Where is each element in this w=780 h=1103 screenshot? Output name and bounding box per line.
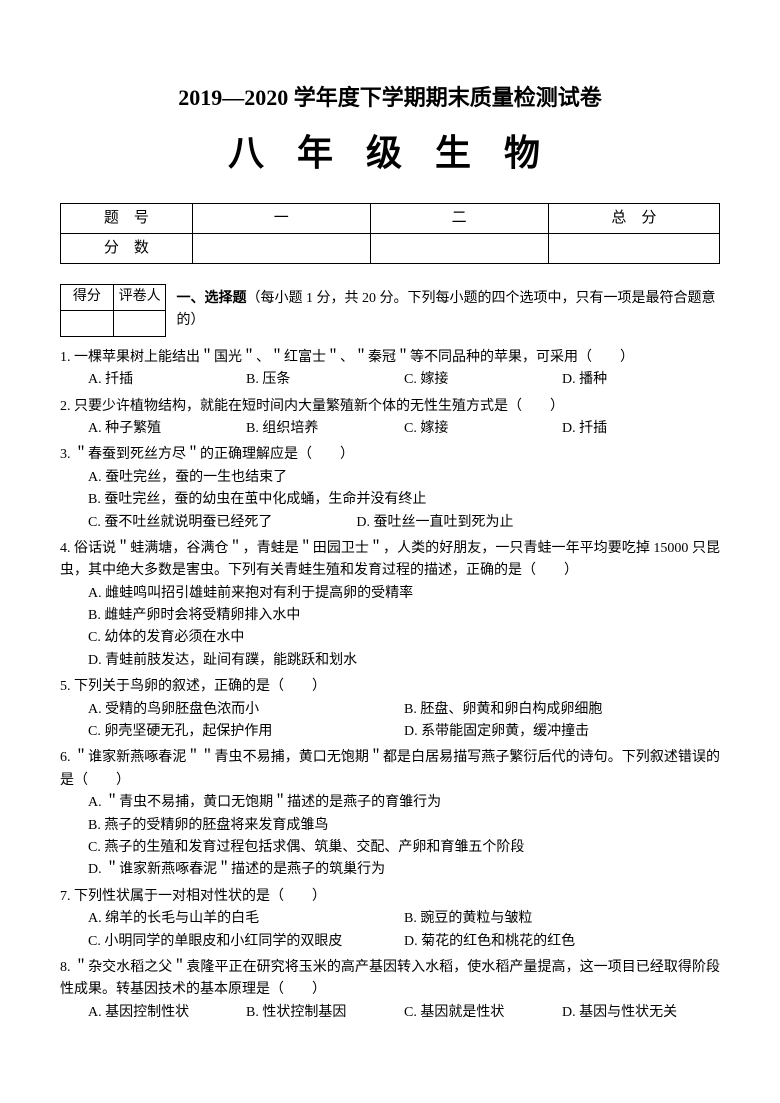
options: A. 绵羊的长毛与山羊的白毛B. 豌豆的黄粒与皱粒C. 小明同学的单眼皮和小红同…	[60, 908, 720, 953]
option: C. 嫁接	[404, 418, 562, 440]
option: D. 菊花的红色和桃花的红色	[404, 931, 720, 953]
option: C. 小明同学的单眼皮和小红同学的双眼皮	[88, 931, 404, 953]
option: B. 性状控制基因	[246, 1002, 404, 1024]
mini-cell-empty	[61, 310, 114, 336]
option: A. 绵羊的长毛与山羊的白毛	[88, 908, 404, 930]
option: B. 蚕吐完丝，蚕的幼虫在茧中化成蛹，生命并没有终止	[88, 489, 720, 511]
question: 5. 下列关于鸟卵的叙述，正确的是（ ）A. 受精的鸟卵胚盘色浓而小B. 胚盘、…	[60, 676, 720, 743]
option: B. 燕子的受精卵的胚盘将来发育成雏鸟	[88, 815, 720, 837]
question: 1. 一棵苹果树上能结出＂国光＂、＂红富士＂、＂秦冠＂等不同品种的苹果，可采用（…	[60, 347, 720, 392]
option: A. ＂青虫不易捕，黄口无饱期＂描述的是燕子的育雏行为	[88, 792, 720, 814]
option: D. 播种	[562, 369, 720, 391]
question-text: 2. 只要少许植物结构，就能在短时间内大量繁殖新个体的无性生殖方式是（ ）	[60, 396, 720, 418]
option: D. 青蛙前肢发达，趾间有蹼，能跳跃和划水	[88, 650, 720, 672]
section-desc: （每小题 1 分，共 20 分。下列每小题的四个选项中，只有一项是最符合题意的）	[176, 291, 715, 328]
question: 8. ＂杂交水稻之父＂袁隆平正在研究将玉米的高产基因转入水稻，使水稻产量提高，这…	[60, 957, 720, 1024]
subject-title: 八 年 级 生 物	[60, 125, 720, 183]
section-header: 得分 评卷人 一、选择题（每小题 1 分，共 20 分。下列每小题的四个选项中，…	[60, 284, 720, 337]
question-text: 7. 下列性状属于一对相对性状的是（ ）	[60, 886, 720, 908]
options: A. ＂青虫不易捕，黄口无饱期＂描述的是燕子的育雏行为B. 燕子的受精卵的胚盘将…	[60, 792, 720, 882]
question: 6. ＂谁家新燕啄春泥＂＂青虫不易捕，黄口无饱期＂都是白居易描写燕子繁衍后代的诗…	[60, 747, 720, 881]
options: A. 扦插B. 压条C. 嫁接D. 播种	[60, 369, 720, 391]
option: A. 蚕吐完丝，蚕的一生也结束了	[88, 467, 720, 489]
options: A. 种子繁殖B. 组织培养C. 嫁接D. 扦插	[60, 418, 720, 440]
section-title: 一、选择题（每小题 1 分，共 20 分。下列每小题的四个选项中，只有一项是最符…	[176, 288, 720, 333]
question-text: 1. 一棵苹果树上能结出＂国光＂、＂红富士＂、＂秦冠＂等不同品种的苹果，可采用（…	[60, 347, 720, 369]
question-text: 6. ＂谁家新燕啄春泥＂＂青虫不易捕，黄口无饱期＂都是白居易描写燕子繁衍后代的诗…	[60, 747, 720, 792]
question: 2. 只要少许植物结构，就能在短时间内大量繁殖新个体的无性生殖方式是（ ）A. …	[60, 396, 720, 441]
question: 4. 俗话说＂蛙满塘，谷满仓＂，青蛙是＂田园卫士＂，人类的好朋友，一只青蛙一年平…	[60, 538, 720, 672]
option: A. 种子繁殖	[88, 418, 246, 440]
option: B. 胚盘、卵黄和卵白构成卵细胞	[404, 699, 720, 721]
mini-cell: 得分	[61, 284, 114, 310]
option: D. 扦插	[562, 418, 720, 440]
option: A. 受精的鸟卵胚盘色浓而小	[88, 699, 404, 721]
option: C. 蚕不吐丝就说明蚕已经死了 D. 蚕吐丝一直吐到死为止	[88, 512, 720, 534]
option: B. 豌豆的黄粒与皱粒	[404, 908, 720, 930]
question-text: 8. ＂杂交水稻之父＂袁隆平正在研究将玉米的高产基因转入水稻，使水稻产量提高，这…	[60, 957, 720, 1002]
option: B. 组织培养	[246, 418, 404, 440]
options: A. 基因控制性状B. 性状控制基因C. 基因就是性状D. 基因与性状无关	[60, 1002, 720, 1024]
score-cell	[370, 233, 548, 263]
options: A. 蚕吐完丝，蚕的一生也结束了B. 蚕吐完丝，蚕的幼虫在茧中化成蛹，生命并没有…	[60, 467, 720, 534]
score-header-cell: 一	[192, 203, 370, 233]
option: B. 雌蛙产卵时会将受精卵排入水中	[88, 605, 720, 627]
option: D. ＂谁家新燕啄春泥＂描述的是燕子的筑巢行为	[88, 859, 720, 881]
question-text: 3. ＂春蚕到死丝方尽＂的正确理解应是（ ）	[60, 444, 720, 466]
options: A. 受精的鸟卵胚盘色浓而小B. 胚盘、卵黄和卵白构成卵细胞C. 卵壳坚硬无孔，…	[60, 699, 720, 744]
question-text: 5. 下列关于鸟卵的叙述，正确的是（ ）	[60, 676, 720, 698]
option: C. 基因就是性状	[404, 1002, 562, 1024]
score-cell	[548, 233, 719, 263]
score-header-cell: 总 分	[548, 203, 719, 233]
main-title: 2019—2020 学年度下学期期末质量检测试卷	[60, 80, 720, 115]
option: D. 基因与性状无关	[562, 1002, 720, 1024]
option: A. 雌蛙鸣叫招引雄蛙前来抱对有利于提高卵的受精率	[88, 583, 720, 605]
option: B. 压条	[246, 369, 404, 391]
score-header-cell: 二	[370, 203, 548, 233]
mini-cell: 评卷人	[113, 284, 166, 310]
option: C. 卵壳坚硬无孔，起保护作用	[88, 721, 404, 743]
score-cell	[192, 233, 370, 263]
option: C. 幼体的发育必须在水中	[88, 627, 720, 649]
option: A. 基因控制性状	[88, 1002, 246, 1024]
options: A. 雌蛙鸣叫招引雄蛙前来抱对有利于提高卵的受精率B. 雌蛙产卵时会将受精卵排入…	[60, 583, 720, 673]
option: C. 嫁接	[404, 369, 562, 391]
question: 3. ＂春蚕到死丝方尽＂的正确理解应是（ ）A. 蚕吐完丝，蚕的一生也结束了B.…	[60, 444, 720, 534]
section-label: 一、选择题	[176, 291, 246, 306]
option: A. 扦插	[88, 369, 246, 391]
questions-container: 1. 一棵苹果树上能结出＂国光＂、＂红富士＂、＂秦冠＂等不同品种的苹果，可采用（…	[60, 347, 720, 1024]
option: C. 燕子的生殖和发育过程包括求偶、筑巢、交配、产卵和育雏五个阶段	[88, 837, 720, 859]
score-table: 题 号 一 二 总 分 分 数	[60, 203, 720, 264]
question: 7. 下列性状属于一对相对性状的是（ ）A. 绵羊的长毛与山羊的白毛B. 豌豆的…	[60, 886, 720, 953]
score-cell: 分 数	[61, 233, 193, 263]
grader-table: 得分 评卷人	[60, 284, 166, 337]
option: D. 系带能固定卵黄，缓冲撞击	[404, 721, 720, 743]
question-text: 4. 俗话说＂蛙满塘，谷满仓＂，青蛙是＂田园卫士＂，人类的好朋友，一只青蛙一年平…	[60, 538, 720, 583]
mini-cell-empty	[113, 310, 166, 336]
score-header-cell: 题 号	[61, 203, 193, 233]
